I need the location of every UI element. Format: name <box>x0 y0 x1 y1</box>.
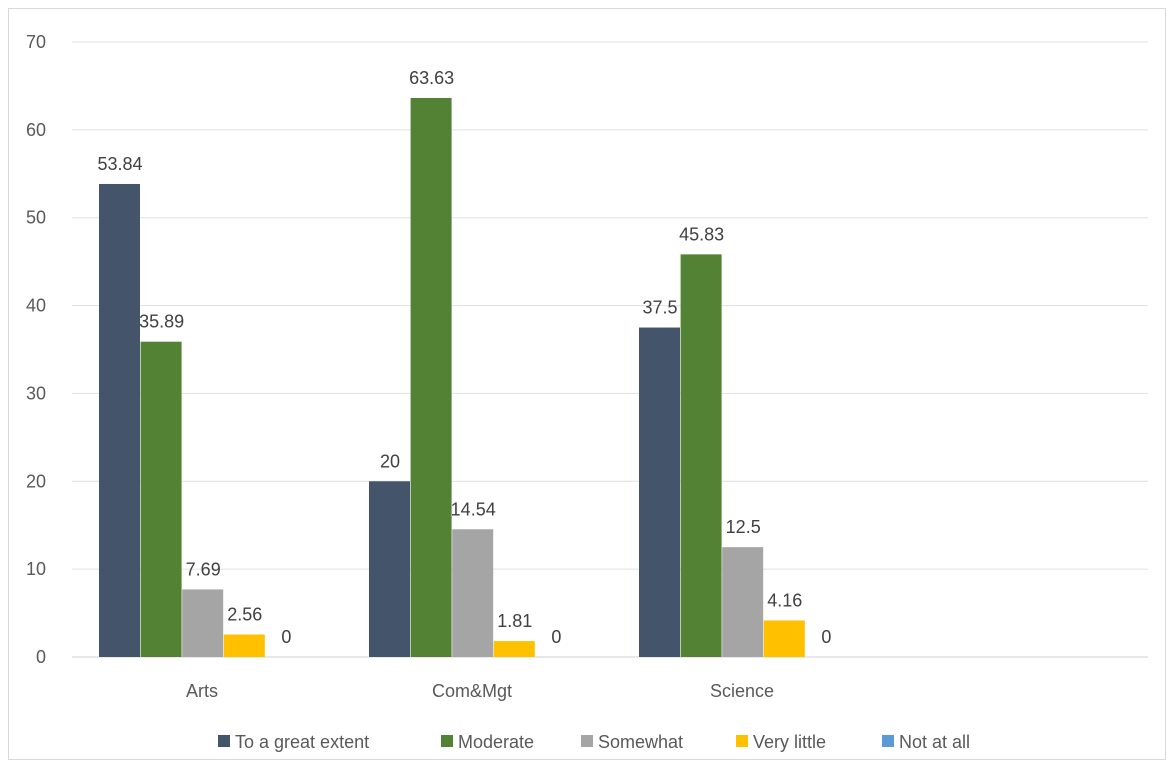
y-tick-label: 50 <box>26 208 46 228</box>
data-label: 37.5 <box>642 298 677 318</box>
legend-swatch <box>441 735 453 747</box>
legend-swatch <box>581 735 593 747</box>
data-label: 2.56 <box>227 605 262 625</box>
bar-to-a-great-extent-arts <box>99 183 140 657</box>
y-tick-label: 40 <box>26 296 46 316</box>
bar-to-a-great-extent-commgt <box>369 481 410 657</box>
bar-moderate-arts <box>140 341 182 657</box>
data-label: 45.83 <box>679 224 724 244</box>
y-axis-ticks: 0 10 20 30 40 50 60 70 <box>26 32 46 667</box>
legend-label: Very little <box>753 732 826 752</box>
data-label: 12.5 <box>726 517 761 537</box>
data-label: 0 <box>821 627 831 647</box>
bar-somewhat-commgt <box>452 529 494 657</box>
data-label: 35.89 <box>139 312 184 332</box>
bar-very-little-arts <box>223 634 265 657</box>
data-label: 53.84 <box>97 154 142 174</box>
bar-to-a-great-extent-science <box>639 327 680 657</box>
legend-swatch <box>882 735 894 747</box>
x-tick-label: Arts <box>186 681 218 701</box>
data-label: 14.54 <box>451 499 496 519</box>
x-axis-ticks: Arts Com&Mgt Science <box>186 681 774 701</box>
bar-moderate-commgt <box>410 97 452 658</box>
legend-label: To a great extent <box>235 732 369 752</box>
bar-somewhat-arts <box>182 589 224 657</box>
bars <box>99 97 805 658</box>
y-tick-label: 10 <box>26 559 46 579</box>
bar-very-little-science <box>763 620 805 657</box>
y-tick-label: 70 <box>26 32 46 52</box>
legend-label: Somewhat <box>598 732 683 752</box>
data-label: 20 <box>380 451 400 471</box>
bar-very-little-commgt <box>493 641 535 657</box>
legend-swatch <box>218 735 230 747</box>
y-tick-label: 60 <box>26 120 46 140</box>
bar-somewhat-science <box>722 547 764 657</box>
legend-label: Moderate <box>458 732 534 752</box>
bar-moderate-science <box>680 254 722 657</box>
x-tick-label: Com&Mgt <box>432 681 512 701</box>
y-tick-label: 20 <box>26 471 46 491</box>
x-tick-label: Science <box>710 681 774 701</box>
gridlines <box>72 41 1148 658</box>
data-label: 1.81 <box>497 611 532 631</box>
data-label: 4.16 <box>767 590 802 610</box>
legend: To a great extent Moderate Somewhat Very li… <box>218 732 970 752</box>
data-label: 7.69 <box>186 559 221 579</box>
y-tick-label: 30 <box>26 383 46 403</box>
legend-label: Not at all <box>899 732 970 752</box>
data-label: 0 <box>281 627 291 647</box>
data-labels: 53.84 35.89 7.69 2.56 0 20 63.63 14.54 1.81 0 37.5… <box>97 68 831 647</box>
data-label: 0 <box>551 627 561 647</box>
y-tick-label: 0 <box>36 647 46 667</box>
legend-swatch <box>736 735 748 747</box>
data-label: 63.63 <box>409 68 454 88</box>
